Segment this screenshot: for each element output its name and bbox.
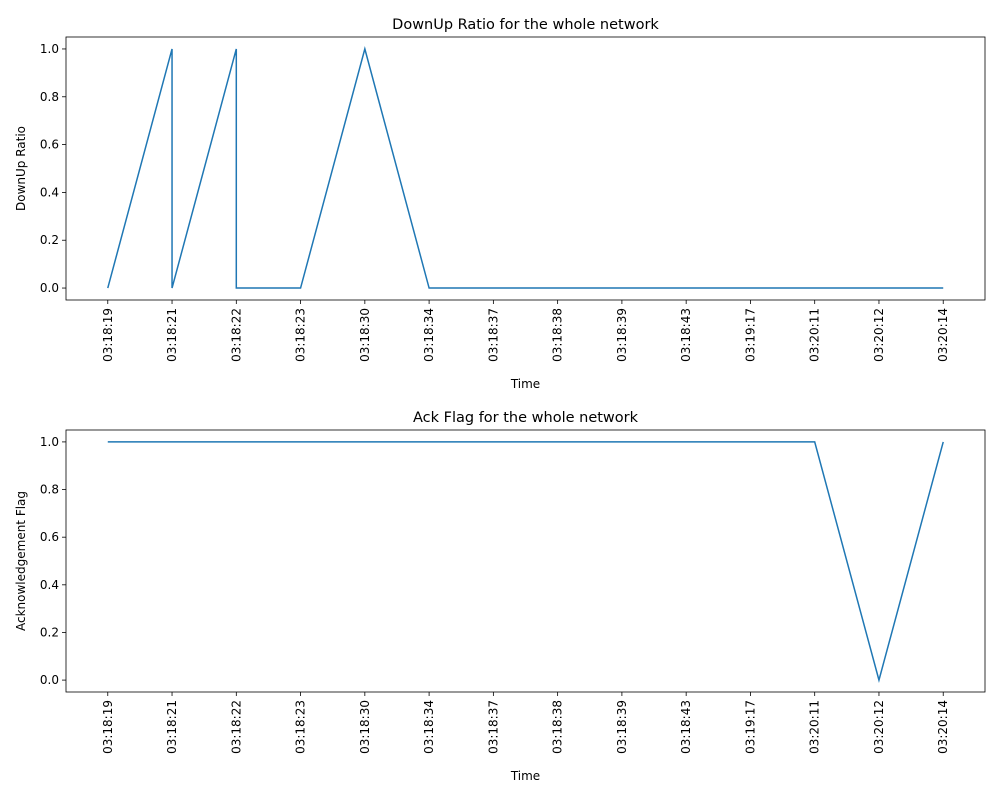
x-tick-label: 03:19:17 xyxy=(743,308,757,362)
x-tick-label: 03:18:30 xyxy=(358,700,372,754)
y-tick-label: 0.2 xyxy=(40,233,59,247)
x-tick-label: 03:18:34 xyxy=(422,700,436,754)
chart-title: Ack Flag for the whole network xyxy=(413,410,639,426)
y-tick-label: 0.4 xyxy=(40,578,59,592)
data-line xyxy=(107,441,944,683)
y-tick-label: 0.6 xyxy=(40,530,59,544)
x-tick-label: 03:18:30 xyxy=(358,308,372,362)
y-tick-label: 0.8 xyxy=(40,483,59,497)
axes-frame xyxy=(65,36,986,301)
x-tick-label: 03:18:43 xyxy=(679,308,693,362)
x-axis-label: Time xyxy=(510,377,540,391)
x-tick-label: 03:18:22 xyxy=(229,700,243,754)
x-tick-label: 03:18:34 xyxy=(422,308,436,362)
x-tick-label: 03:18:23 xyxy=(294,700,308,754)
x-tick-label: 03:18:21 xyxy=(165,308,179,362)
y-tick-label: 0.6 xyxy=(40,138,59,152)
x-tick-label: 03:20:14 xyxy=(936,700,950,754)
axes-frame xyxy=(65,429,986,693)
x-tick-label: 03:18:22 xyxy=(229,308,243,362)
x-tick-label: 03:18:21 xyxy=(165,700,179,754)
y-tick-label: 0.8 xyxy=(40,90,59,104)
x-tick-label: 03:18:37 xyxy=(486,308,500,362)
x-tick-label: 03:18:43 xyxy=(679,700,693,754)
x-tick-label: 03:20:12 xyxy=(872,700,886,754)
x-tick-label: 03:18:37 xyxy=(486,700,500,754)
y-tick-label: 0.2 xyxy=(40,625,59,639)
x-tick-label: 03:18:39 xyxy=(615,700,629,754)
x-tick-label: 03:20:14 xyxy=(936,308,950,362)
x-tick-label: 03:18:38 xyxy=(551,308,565,362)
y-tick-label: 0.0 xyxy=(40,281,59,295)
chart-title: DownUp Ratio for the whole network xyxy=(392,17,659,33)
x-tick-label: 03:20:12 xyxy=(872,308,886,362)
x-tick-label: 03:20:11 xyxy=(808,308,822,362)
y-tick-label: 1.0 xyxy=(40,42,59,56)
x-tick-label: 03:18:19 xyxy=(101,308,115,362)
data-line xyxy=(107,46,944,289)
x-tick-label: 03:18:38 xyxy=(551,700,565,754)
x-tick-label: 03:18:23 xyxy=(294,308,308,362)
x-tick-label: 03:18:19 xyxy=(101,700,115,754)
y-tick-label: 0.4 xyxy=(40,185,59,199)
x-tick-label: 03:19:17 xyxy=(743,700,757,754)
y-axis-label: Acknowledgement Flag xyxy=(14,491,28,631)
y-tick-label: 1.0 xyxy=(40,435,59,449)
x-axis-label: Time xyxy=(510,769,540,783)
y-tick-label: 0.0 xyxy=(40,673,59,687)
x-tick-label: 03:20:11 xyxy=(808,700,822,754)
y-axis-label: DownUp Ratio xyxy=(14,126,28,211)
x-tick-label: 03:18:39 xyxy=(615,308,629,362)
